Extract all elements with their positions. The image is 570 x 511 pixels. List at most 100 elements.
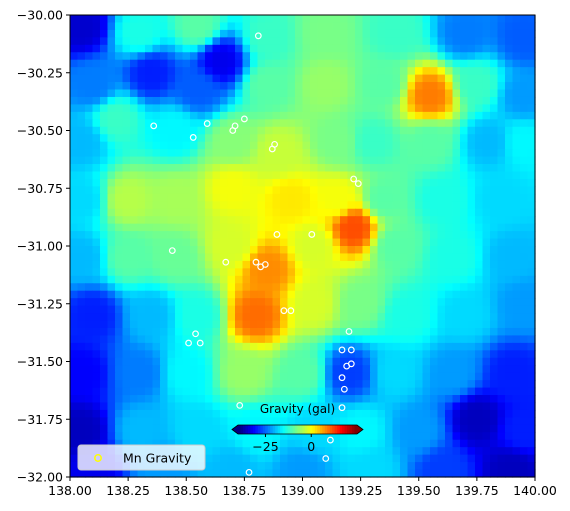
field-cell [302,372,311,381]
field-cell [167,37,176,46]
field-cell [205,447,214,456]
field-cell [280,253,289,262]
field-cell [400,15,409,24]
field-cell [137,469,146,478]
field-cell [205,111,214,120]
field-cell [227,283,236,292]
field-cell [85,268,94,277]
field-cell [430,417,439,426]
field-cell [295,119,304,128]
field-cell [385,171,394,180]
field-cell [340,320,349,329]
field-cell [145,89,154,98]
field-cell [212,74,221,83]
field-cell [175,372,184,381]
field-cell [205,15,214,24]
field-cell [85,260,94,269]
field-cell [527,357,536,366]
field-cell [77,104,86,113]
field-cell [212,447,221,456]
field-cell [482,432,491,441]
field-cell [212,439,221,448]
field-cell [310,298,319,307]
field-cell [130,141,139,150]
field-cell [167,96,176,106]
field-cell [280,231,289,240]
field-cell [197,193,206,202]
field-cell [370,342,379,351]
field-cell [115,29,124,38]
field-cell [122,469,131,478]
field-cell [295,298,304,307]
field-cell [332,350,341,359]
field-cell [407,298,416,307]
field-cell [190,372,199,381]
field-cell [452,260,461,269]
field-cell [437,52,446,61]
field-cell [490,387,499,396]
station-point [192,330,199,338]
field-cell [272,402,281,411]
field-cell [265,89,274,98]
field-cell [280,74,289,83]
field-cell [377,15,386,24]
field-cell [467,275,476,284]
field-cell [377,37,386,46]
field-cell [182,37,191,46]
field-cell [430,89,439,98]
field-cell [482,298,491,307]
field-cell [490,335,499,344]
field-cell [377,44,386,53]
field-cell [490,82,499,91]
field-cell [280,290,289,299]
field-cell [100,432,109,441]
field-cell [407,22,416,31]
field-cell [340,134,349,143]
field-cell [152,432,161,441]
field-cell [190,298,199,307]
field-cell [317,350,326,359]
field-cell [70,290,79,299]
field-cell [445,320,454,329]
field-cell [422,52,431,61]
field-cell [355,395,364,404]
field-cell [122,231,131,240]
field-cell [407,402,416,411]
field-cell [482,327,491,337]
colorbar: Gravity (gal) −25 0 [231,402,364,454]
field-cell [250,327,259,337]
field-cell [370,432,379,441]
field-cell [295,37,304,46]
field-cell [527,298,536,307]
field-cell [295,134,304,143]
field-cell [205,29,214,38]
field-cell [347,238,356,247]
field-cell [197,201,206,210]
field-cell [100,424,109,433]
field-cell [467,96,476,106]
field-cell [85,74,94,83]
field-cell [520,223,529,232]
field-cell [227,268,236,277]
field-cell [242,283,251,292]
field-cell [257,260,266,269]
field-cell [430,283,439,292]
field-cell [265,469,274,478]
field-cell [422,216,431,225]
field-cell [527,268,536,277]
field-cell [385,260,394,269]
field-cell [242,409,251,418]
field-cell [527,149,536,158]
field-cell [482,201,491,210]
field-cell [152,357,161,366]
field-cell [512,372,521,381]
field-cell [460,320,469,329]
field-cell [280,52,289,61]
field-cell [242,327,251,337]
field-cell [85,357,94,366]
field-cell [317,335,326,344]
field-cell [347,275,356,284]
field-cell [160,335,169,344]
field-cell [92,335,101,344]
field-cell [280,447,289,456]
